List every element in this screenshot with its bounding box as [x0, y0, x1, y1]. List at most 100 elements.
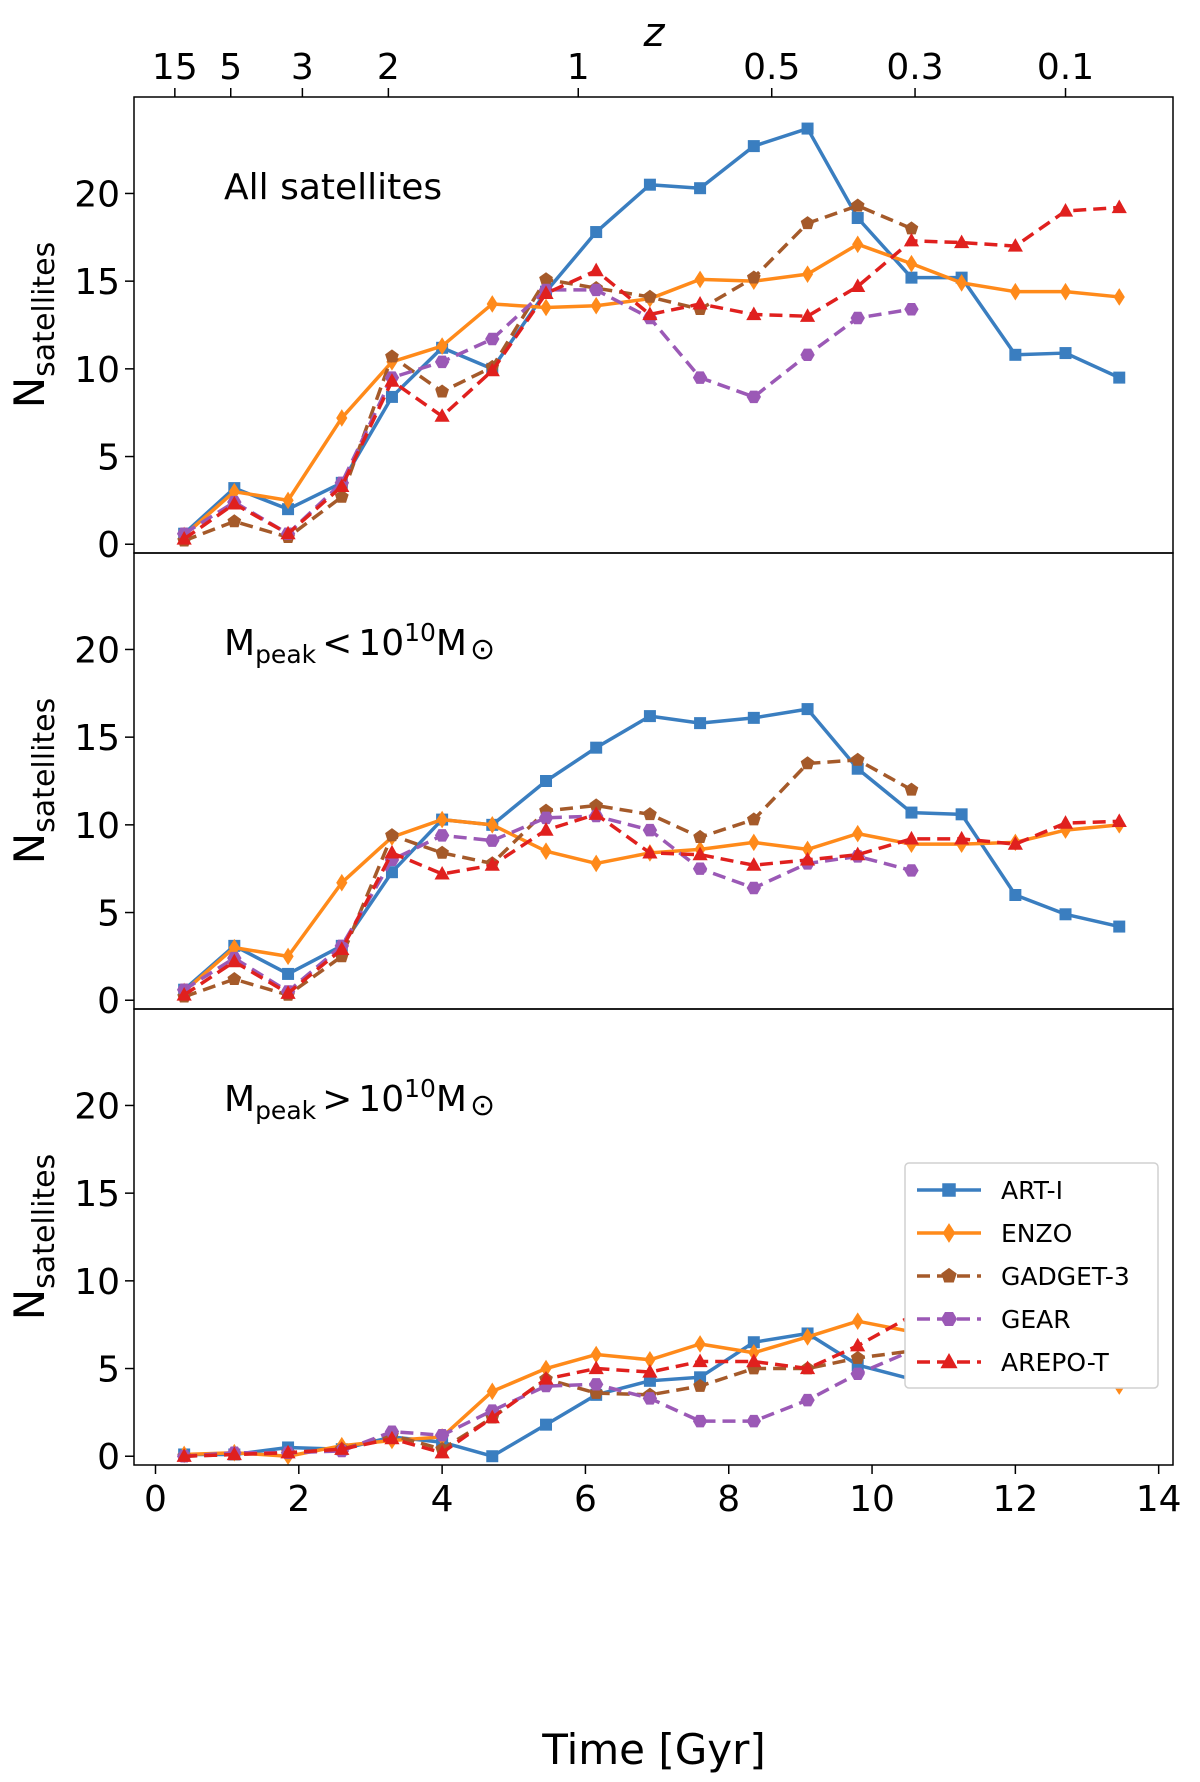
data-point-arepo-t [850, 1337, 866, 1352]
data-point-gadget-3 [746, 270, 761, 284]
x-axis-label: Time [Gyr] [541, 1725, 766, 1774]
plot-area: 0 5 10 15 20 Nsatellites All satellites 0 5 10 15 2… [5, 122, 1127, 1478]
data-point-arepo-t [484, 362, 500, 377]
data-point-art-i [1009, 348, 1022, 361]
data-point-enzo [694, 270, 706, 289]
data-point-art-i [540, 1418, 553, 1431]
data-point-arepo-t [1111, 813, 1127, 827]
legend-entry-art-i: ART-I [917, 1176, 1063, 1205]
data-point-art-i [590, 741, 603, 754]
data-point-art-i [1059, 347, 1072, 360]
data-point-arepo-t [384, 373, 400, 387]
data-point-gear [485, 332, 500, 346]
data-point-arepo-t [799, 851, 816, 866]
top-tick-label: 2 [377, 47, 400, 88]
data-point-arepo-t [538, 1371, 554, 1385]
data-point-gadget-3 [850, 198, 865, 212]
x-tick-label: 4 [431, 1479, 454, 1520]
y-tick-label: 15 [74, 262, 120, 303]
y-tick-label: 5 [97, 1350, 120, 1391]
y-tick-label: 0 [97, 1437, 120, 1478]
data-point-gadget-3 [227, 971, 242, 986]
series-arepo-t [176, 199, 1127, 545]
data-point-arepo-t [484, 857, 500, 871]
data-point-art-i [801, 122, 814, 135]
panel-title-exp: 10 [404, 618, 436, 647]
data-point-gear [746, 390, 762, 404]
data-point-art-i [643, 178, 656, 191]
data-point-enzo [436, 810, 448, 829]
data-point-gear [746, 1414, 762, 1428]
y-axis-label-sub: satellites [27, 242, 62, 377]
x-tick-label: 12 [992, 1479, 1038, 1520]
data-point-gadget-3 [643, 289, 657, 303]
y-tick-label: 10 [74, 806, 120, 847]
data-point-enzo [336, 409, 348, 427]
data-point-gadget-3 [800, 756, 815, 770]
y-axis-label-main: N [5, 833, 54, 864]
panel-title-val: 10 [358, 623, 404, 664]
data-point-enzo [590, 1345, 602, 1364]
data-point-gear [800, 1393, 815, 1407]
data-point-enzo [801, 840, 814, 859]
data-point-gear [434, 829, 450, 842]
data-point-gadget-3 [589, 798, 604, 812]
legend-label: GEAR [1001, 1305, 1071, 1334]
data-point-art-i [1113, 920, 1126, 933]
y-tick-label: 5 [97, 894, 120, 935]
data-point-arepo-t [226, 495, 242, 510]
data-point-arepo-t [642, 1364, 658, 1378]
data-point-gadget-3 [850, 1350, 865, 1364]
panel-frame [133, 1008, 1174, 1466]
data-point-enzo [852, 235, 864, 254]
data-point-arepo-t [176, 530, 192, 545]
data-point-arepo-t [954, 234, 970, 249]
data-point-gear [642, 823, 658, 837]
data-point-arepo-t [850, 846, 866, 861]
panel-title-m: M [224, 623, 255, 664]
panel-title-sub: peak [255, 1096, 317, 1125]
legend-entry-gadget-3: GADGET-3 [917, 1262, 1130, 1291]
y-tick-label: 20 [74, 174, 120, 215]
series-enzo [178, 235, 1125, 545]
data-point-enzo [486, 295, 498, 313]
data-point-gear [434, 355, 450, 369]
y-axis-label: Nsatellites [5, 698, 62, 865]
panel-title-rel: > [322, 1079, 352, 1120]
data-point-arepo-t [1057, 203, 1074, 217]
data-point-art-i [1059, 908, 1072, 921]
panel-title: Mpeak <1010M ⊙ [224, 618, 495, 669]
legend-label: GADGET-3 [1001, 1262, 1130, 1291]
series-gadget-3 [177, 752, 919, 1003]
data-point-arepo-t [334, 941, 350, 955]
data-point-enzo [486, 816, 498, 834]
data-point-gadget-3 [539, 272, 553, 286]
data-point-gear [800, 348, 815, 362]
data-point-gadget-3 [643, 807, 657, 821]
data-point-gear [692, 862, 708, 875]
y-tick-label: 10 [74, 350, 120, 391]
data-point-gear [692, 1414, 708, 1428]
data-point-gadget-3 [693, 1378, 707, 1392]
data-point-arepo-t [799, 1360, 816, 1375]
data-point-enzo [590, 296, 602, 315]
top-axis-label: z [643, 10, 666, 56]
data-point-art-i [747, 1336, 760, 1349]
legend-marker [940, 1353, 958, 1369]
data-point-arepo-t [384, 1430, 400, 1445]
data-point-art-i [694, 182, 707, 195]
data-point-gear [485, 834, 500, 847]
data-point-gadget-3 [227, 514, 242, 528]
data-point-arepo-t [746, 857, 762, 871]
legend-marker [940, 1311, 958, 1327]
data-point-gear [746, 881, 762, 895]
data-point-arepo-t [434, 865, 450, 880]
data-point-gadget-3 [385, 349, 399, 363]
data-point-arepo-t [280, 525, 296, 540]
data-point-enzo [436, 337, 448, 355]
data-point-arepo-t [176, 986, 192, 1001]
data-point-gadget-3 [435, 845, 449, 859]
